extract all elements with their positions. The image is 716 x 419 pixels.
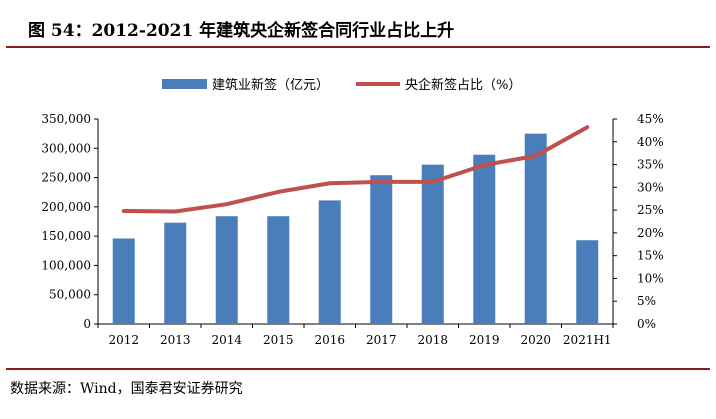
right-tick-label: 25% — [637, 203, 664, 217]
line-point — [174, 210, 176, 212]
bar — [524, 133, 547, 324]
left-tick-label: 350,000 — [41, 112, 91, 126]
x-tick-label: 2018 — [417, 333, 448, 347]
left-tick-label: 200,000 — [41, 200, 91, 214]
x-tick-label: 2015 — [263, 333, 294, 347]
top-rule — [6, 46, 710, 48]
bar — [215, 216, 238, 324]
bar — [370, 175, 393, 324]
line-point — [586, 126, 588, 128]
line-point — [380, 181, 382, 183]
x-tick-label: 2012 — [108, 333, 139, 347]
right-tick-label: 40% — [637, 135, 664, 149]
legend-bar-label: 建筑业新签（亿元） — [212, 77, 329, 93]
bar — [267, 216, 290, 324]
line-series — [121, 125, 590, 214]
right-tick-label: 45% — [637, 112, 664, 126]
line-point — [432, 181, 434, 183]
bar — [318, 200, 341, 324]
x-tick-label: 2017 — [366, 333, 397, 347]
line-point — [277, 191, 279, 193]
bar — [473, 154, 496, 324]
right-tick-label: 5% — [637, 294, 656, 308]
bar — [421, 164, 444, 324]
line-point — [226, 203, 228, 205]
right-tick-label: 15% — [637, 249, 664, 263]
legend: 建筑业新签（亿元） 央企新签占比（%） — [162, 77, 521, 93]
legend-bar-swatch — [162, 79, 207, 89]
left-tick-label: 0 — [83, 317, 91, 331]
right-tick-label: 35% — [637, 158, 664, 172]
figure-title: 图 54：2012-2021 年建筑央企新签合同行业占比上升 — [28, 21, 455, 41]
share-line — [121, 125, 590, 214]
line-point — [329, 182, 331, 184]
right-tick-label: 10% — [637, 271, 664, 285]
x-tick-label: 2019 — [469, 333, 500, 347]
line-point — [483, 164, 485, 166]
x-tick-label: 2020 — [520, 333, 551, 347]
x-tick-label: 2014 — [211, 333, 242, 347]
bottom-rule — [6, 368, 710, 370]
right-tick-label: 20% — [637, 226, 664, 240]
line-point — [123, 210, 125, 212]
x-tick-label: 2016 — [314, 333, 345, 347]
bar — [164, 222, 187, 324]
line-point — [535, 155, 537, 157]
bar-series — [112, 133, 599, 324]
right-tick-label: 30% — [637, 180, 664, 194]
combo-chart: 建筑业新签（亿元） 央企新签占比（%） 0 50,000 100,000 150,00… — [41, 77, 663, 347]
left-tick-label: 50,000 — [49, 288, 91, 302]
tick-labels: 0 50,000 100,000 150,000 200,000 250,000 300,0… — [41, 112, 663, 347]
left-tick-label: 150,000 — [41, 229, 91, 243]
figure-title-bar: 图 54：2012-2021 年建筑央企新签合同行业占比上升 — [6, 4, 710, 41]
legend-line-label: 央企新签占比（%） — [405, 77, 521, 93]
right-tick-label: 0% — [637, 317, 656, 331]
x-tick-label: 2013 — [160, 333, 191, 347]
bar — [576, 240, 599, 324]
left-tick-label: 250,000 — [41, 171, 91, 185]
x-tick-label: 2021H1 — [563, 333, 612, 347]
left-tick-label: 300,000 — [41, 141, 91, 155]
left-tick-label: 100,000 — [41, 258, 91, 272]
source-note: 数据来源：Wind，国泰君安证券研究 — [10, 381, 243, 397]
bar — [112, 238, 135, 324]
